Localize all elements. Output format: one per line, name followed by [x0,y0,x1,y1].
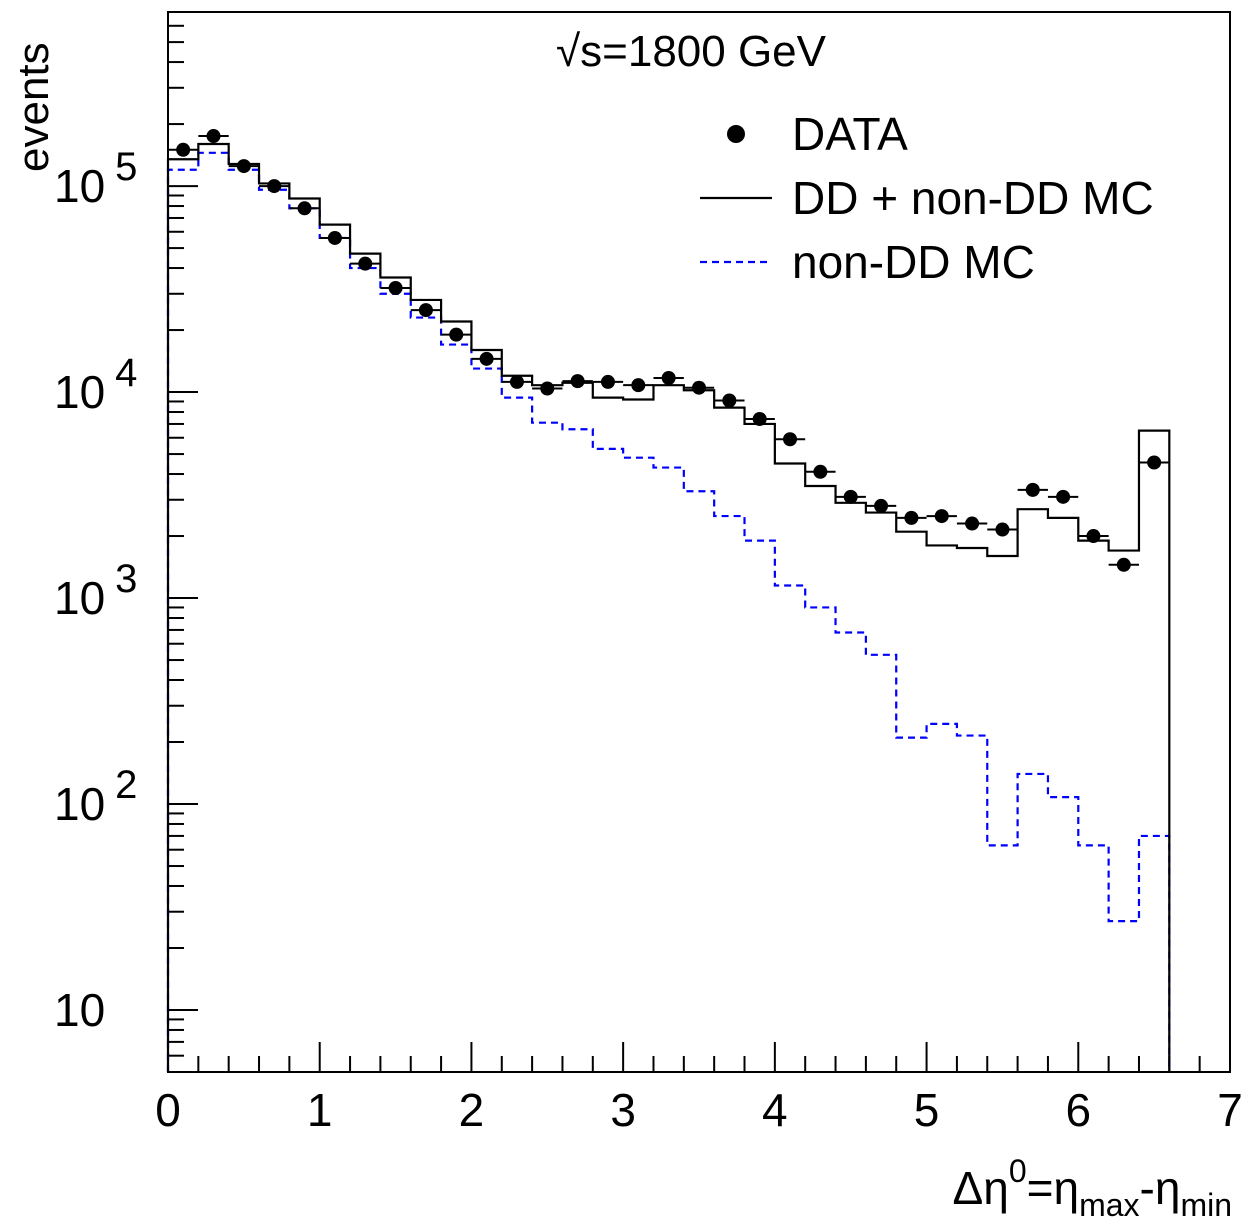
energy-annotation: √s=1800 GeV [556,27,827,76]
series-dd-plus-non-dd-mc [166,142,1171,1072]
x-tick-label: 7 [1217,1084,1243,1136]
y-tick-label: 10 2 [54,763,137,830]
legend-label: non-DD MC [792,236,1035,288]
data-point [692,380,706,395]
data-point [843,489,858,504]
x-axis-label: Δη0=ηmax-ηmin [953,1153,1232,1218]
y-axis-label: events [9,42,58,172]
data-point [1147,455,1162,470]
plot-frame [167,11,1231,1073]
data-point [874,498,889,513]
legend-label: DD + non-DD MC [792,172,1154,224]
data-point [934,509,949,524]
legend-marker-data [727,125,745,143]
data-point [995,522,1010,537]
data-point [813,464,828,479]
series-non-dd-mc [166,151,1171,1072]
axes-layer: 10 10 2 10 3 10 4 10 5 0 1 2 3 4 5 6 7 [54,11,1243,1136]
data-point [1056,489,1071,504]
data-point [1086,529,1101,544]
data-point [418,303,433,318]
data-point [540,381,555,396]
data-point [358,256,373,271]
data-point [722,393,737,408]
y-tick-label: 10 5 [54,145,137,212]
data-point [1025,482,1040,497]
y-tick-label: 10 3 [54,557,137,624]
x-axis-label-sub-min: min [1180,1187,1232,1218]
data-point [752,411,767,426]
x-tick-label: 2 [459,1084,485,1136]
x-tick-label: 1 [307,1084,333,1136]
legend-label: DATA [792,108,908,160]
data-point [661,371,676,386]
data-point [267,179,282,194]
data-point [631,378,646,393]
data-point [1116,557,1131,572]
x-tick-label: 3 [610,1084,636,1136]
x-axis-label-eq: =η [1027,1162,1079,1214]
data-point [449,327,464,342]
x-axis-label-base: Δη [953,1162,1009,1214]
data-point [176,142,191,157]
data-point [509,374,524,389]
data-point [783,432,798,447]
data-point [479,351,494,366]
x-axis-label-mid: -η [1140,1162,1181,1214]
data-point [904,510,919,525]
y-tick-label: 10 4 [54,351,137,418]
data-point [570,374,585,389]
data-point [236,159,251,174]
x-tick-label: 0 [155,1084,181,1136]
x-tick-label: 6 [1065,1084,1091,1136]
data-point [297,201,312,216]
minor-ticks [167,11,1231,1073]
legend: DATA DD + non-DD MC non-DD MC [700,108,1154,288]
data-point [388,281,403,296]
x-axis-label-sup: 0 [1009,1153,1027,1189]
x-tick-label: 4 [762,1084,788,1136]
data-point [206,129,221,144]
data-point [965,516,980,531]
x-tick-label: 5 [914,1084,940,1136]
y-tick-label: 10 [54,984,105,1036]
data-point [327,230,342,245]
series-layer [166,129,1171,1072]
data-point [600,374,615,389]
x-axis-label-sub-max: max [1079,1187,1139,1218]
